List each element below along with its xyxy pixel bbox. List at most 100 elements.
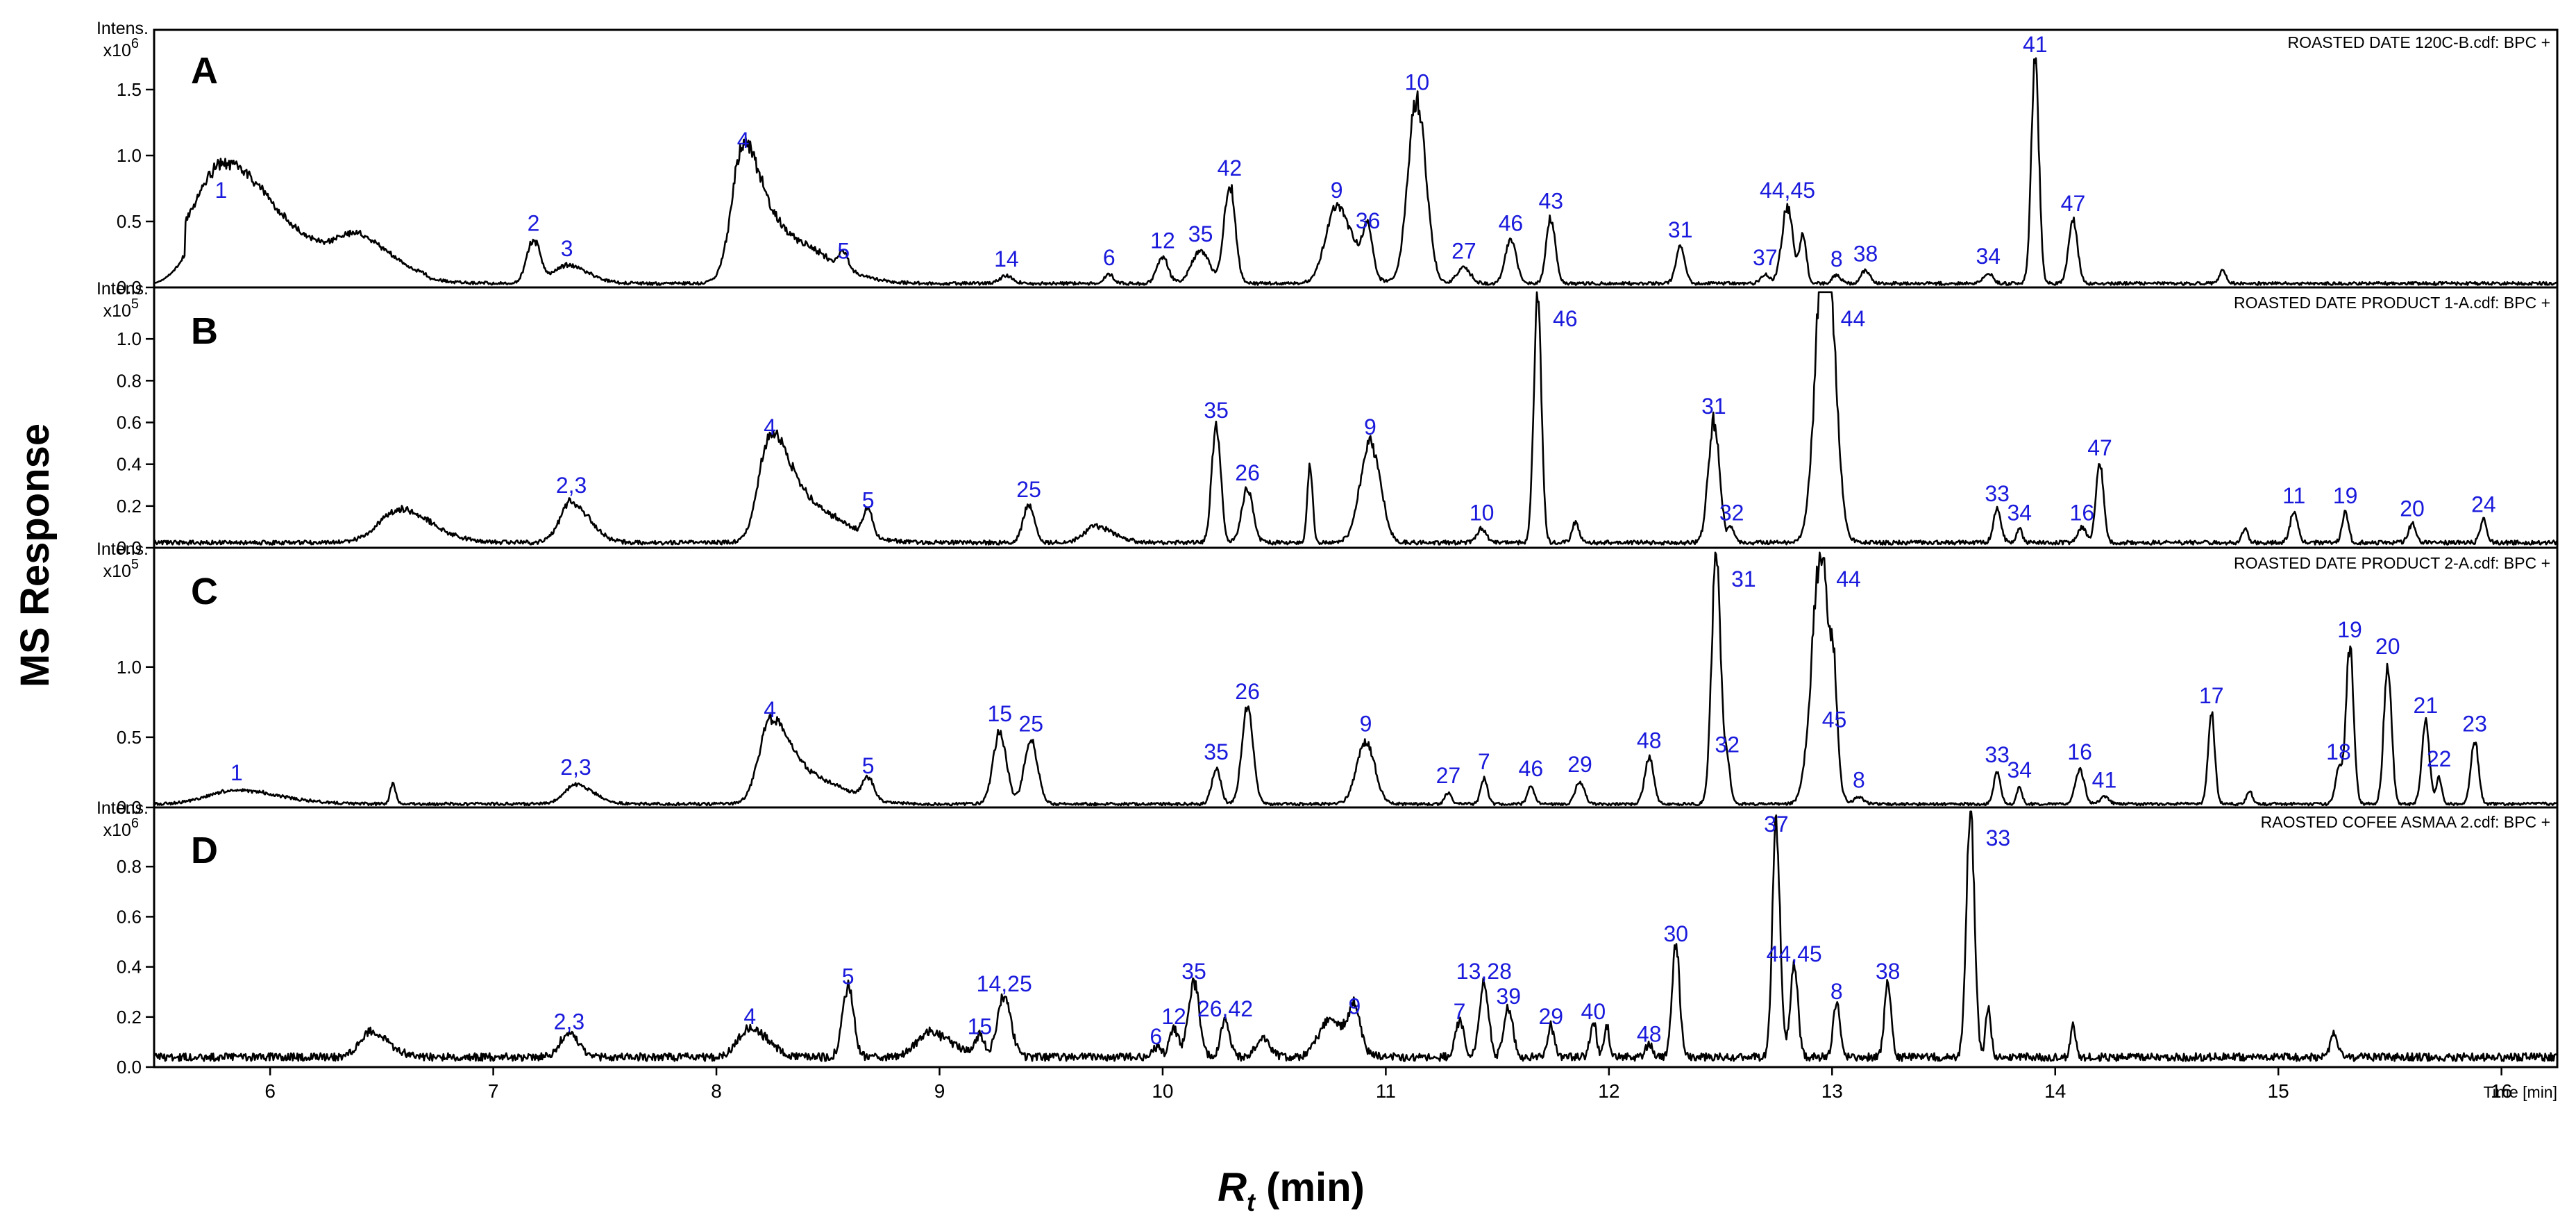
y-tick-label: 0.5 [117, 211, 142, 232]
intens-label: Intens. [96, 19, 149, 38]
peak-label: 12 [1150, 228, 1175, 253]
x-tick-label: 11 [1376, 1080, 1396, 1102]
peak-label: 12 [1161, 1004, 1186, 1029]
chromatogram-trace [153, 291, 2558, 546]
file-label: ROASTED DATE PRODUCT 1-A.cdf: BPC + [2234, 294, 2550, 312]
peak-label: 10 [1405, 69, 1430, 94]
peak-label: 14,25 [977, 971, 1032, 996]
file-label: RAOSTED COFEE ASMAA 2.cdf: BPC + [2261, 813, 2550, 831]
peak-label: 48 [1637, 1021, 1662, 1046]
peak-label: 4 [743, 1004, 756, 1029]
chromatogram-trace [153, 57, 2559, 286]
peak-label: 26 [1235, 679, 1260, 704]
peak-label: 22 [2427, 746, 2452, 771]
peak-label: 31 [1701, 394, 1726, 419]
peak-label: 8 [1853, 767, 1865, 792]
peak-label: 1 [230, 760, 243, 785]
x-axis-title-sub: t [1247, 1188, 1256, 1216]
y-tick-label: 0.6 [117, 906, 142, 927]
peak-label: 36 [1356, 208, 1381, 233]
x-tick-label: 6 [264, 1080, 276, 1102]
peak-label: 34 [2007, 500, 2032, 525]
peak-label: 1 [215, 178, 228, 203]
peak-label: 5 [842, 964, 855, 989]
y-tick-label: 0.4 [117, 454, 142, 475]
peak-label: 13,28 [1456, 959, 1512, 984]
peak-label: 5 [862, 487, 875, 512]
peak-label: 29 [1567, 752, 1592, 777]
peak-label: 47 [2061, 191, 2086, 216]
x-tick-label: 14 [2044, 1080, 2066, 1102]
peak-label: 19 [2337, 617, 2362, 642]
peak-label: 25 [1018, 711, 1043, 736]
peak-label: 11 [2282, 483, 2305, 508]
peak-label: 46 [1553, 306, 1578, 331]
x-tick-label: 13 [1821, 1080, 1843, 1102]
peak-label: 37 [1753, 245, 1778, 270]
panel-letter: C [191, 571, 218, 612]
y-tick-label: 1.0 [117, 145, 142, 166]
peak-label: 9 [1348, 994, 1361, 1019]
peak-label: 20 [2400, 496, 2425, 521]
x-axis-title-main: R [1218, 1165, 1247, 1210]
y-tick-label: 0.8 [117, 856, 142, 877]
peak-label: 2,3 [554, 1009, 584, 1034]
peak-label: 27 [1436, 763, 1461, 788]
y-tick-label: 0.5 [117, 727, 142, 748]
panel-letter: A [191, 50, 218, 92]
scale-base: x10 [103, 562, 131, 581]
scale-base: x10 [103, 821, 131, 840]
peak-label: 2,3 [556, 473, 587, 498]
scale-label: x106 [103, 36, 139, 60]
peak-label: 7 [1454, 999, 1466, 1024]
x-tick-label: 10 [1152, 1080, 1173, 1102]
peak-label: 35 [1181, 959, 1206, 984]
peak-label: 32 [1715, 732, 1740, 757]
intens-label: Intens. [96, 539, 149, 559]
peak-label: 5 [837, 239, 850, 264]
peak-label: 9 [1331, 178, 1343, 203]
y-tick-label: 1.0 [117, 328, 142, 349]
x-tick-label: 12 [1598, 1080, 1619, 1102]
peak-label: 19 [2333, 483, 2358, 508]
peak-label: 44,45 [1767, 941, 1822, 966]
peak-label: 42 [1218, 156, 1243, 181]
peak-label: 44 [1836, 567, 1861, 592]
peak-label: 3 [561, 236, 573, 261]
peak-label: 10 [1470, 500, 1495, 525]
peak-label: 16 [2067, 739, 2092, 764]
peak-label: 40 [1581, 999, 1606, 1024]
peak-label: 2 [528, 211, 540, 236]
y-tick-label: 0.0 [117, 797, 142, 818]
peak-label: 33 [1985, 742, 2010, 767]
x-tick-label: 15 [2268, 1080, 2289, 1102]
peak-label: 35 [1188, 221, 1213, 246]
scale-base: x10 [103, 41, 131, 60]
y-axis-label: MS Response [12, 424, 58, 687]
peak-label: 15 [987, 701, 1012, 726]
peak-label: 7 [1478, 749, 1490, 774]
y-tick-label: 0.0 [117, 277, 142, 298]
y-tick-label: 0.4 [117, 957, 142, 978]
peak-label: 8 [1830, 246, 1843, 271]
peak-label: 44,45 [1760, 178, 1815, 203]
peak-label: 2,3 [560, 755, 591, 780]
peak-label: 31 [1668, 217, 1693, 242]
y-tick-label: 0.0 [117, 1057, 142, 1078]
panel-letter: D [191, 830, 218, 871]
peak-label: 4 [764, 414, 776, 439]
peak-label: 23 [2462, 711, 2487, 736]
x-axis-title: Rt (min) [1218, 1165, 1365, 1216]
peak-label: 5 [862, 753, 875, 778]
panel-letter: B [191, 310, 218, 352]
peak-label: 8 [1830, 979, 1843, 1004]
y-tick-label: 0.2 [117, 1007, 142, 1028]
peak-label: 48 [1637, 728, 1662, 753]
peak-label: 34 [1976, 244, 2001, 269]
peak-label: 33 [1986, 825, 2011, 850]
peak-label: 17 [2199, 683, 2224, 708]
